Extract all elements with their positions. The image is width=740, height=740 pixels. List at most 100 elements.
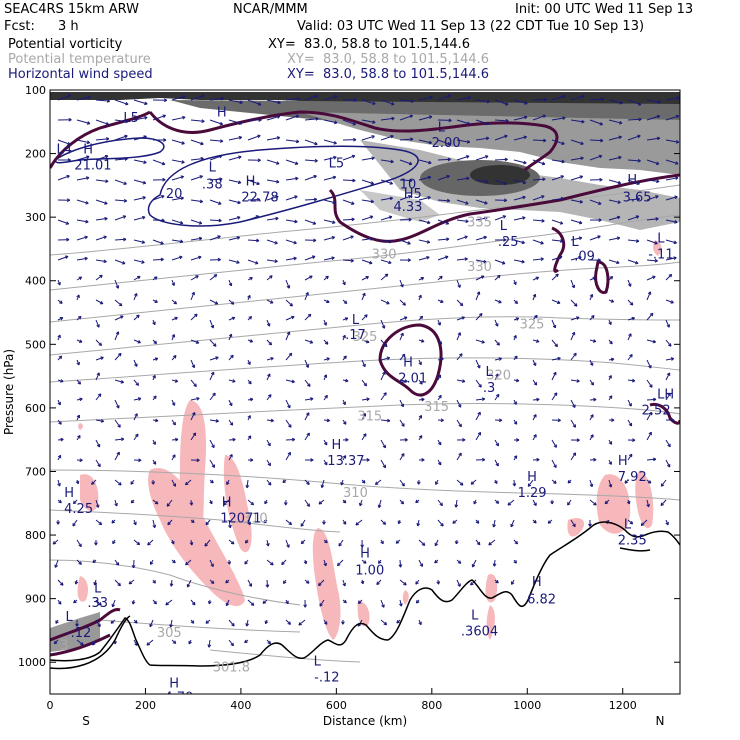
wind-arrow xyxy=(190,339,200,344)
wind-arrow xyxy=(665,372,671,381)
wind-arrow xyxy=(209,96,224,101)
wind-arrow xyxy=(380,159,394,164)
wind-arrow xyxy=(608,236,621,241)
wind-arrow xyxy=(456,96,471,101)
wind-arrow xyxy=(228,333,233,341)
wind-arrow xyxy=(589,293,594,301)
wind-arrow xyxy=(608,215,621,221)
wind-arrow xyxy=(342,334,346,341)
wind-arrow xyxy=(247,379,252,385)
wind-arrow xyxy=(494,238,507,242)
extremum-label: 10 xyxy=(400,178,417,193)
wind-arrow xyxy=(418,559,424,567)
wind-arrow xyxy=(360,539,365,548)
wind-arrow xyxy=(171,334,176,341)
wind-arrow xyxy=(646,499,650,508)
wind-arrow xyxy=(570,119,585,124)
wind-arrow xyxy=(228,215,241,221)
wind-arrow xyxy=(147,539,154,546)
wind-arrow xyxy=(475,359,481,369)
wind-arrow xyxy=(475,539,481,546)
wind-arrow xyxy=(209,235,221,241)
wind-arrow xyxy=(437,339,443,345)
theta-contour-label: 301.8 xyxy=(213,661,250,676)
wind-arrow xyxy=(357,599,363,605)
wind-arrow xyxy=(209,177,223,182)
wind-arrow xyxy=(76,379,82,385)
wind-arrow xyxy=(323,155,337,161)
wind-arrow xyxy=(532,97,548,102)
wind-arrow xyxy=(209,499,213,505)
wind-arrow xyxy=(437,139,451,146)
wind-arrow xyxy=(589,434,594,441)
wind-arrow xyxy=(665,176,679,181)
extremum-label: 3.65 xyxy=(623,190,652,205)
wind-arrow xyxy=(494,215,507,221)
wind-arrow xyxy=(247,579,252,587)
wind-arrow xyxy=(397,519,402,525)
wind-arrow xyxy=(282,479,287,483)
wind-arrow xyxy=(304,339,314,344)
wind-arrow xyxy=(57,158,71,162)
wind-arrow xyxy=(342,258,354,263)
wind-arrow xyxy=(342,154,356,161)
wind-arrow xyxy=(152,395,157,401)
wind-arrow xyxy=(247,118,262,122)
wind-arrow xyxy=(475,313,483,321)
wind-arrow xyxy=(54,559,59,568)
wind-arrow xyxy=(266,99,281,105)
extremum-label: L xyxy=(500,219,508,234)
wind-arrow xyxy=(532,276,540,281)
extremum-label: H xyxy=(83,143,93,158)
wind-arrow xyxy=(266,373,271,381)
wind-arrow xyxy=(247,397,254,402)
wind-arrow xyxy=(76,339,83,343)
extremum-label: L xyxy=(471,609,479,624)
wind-arrow xyxy=(53,639,59,645)
x-tick-label: 1200 xyxy=(609,699,637,712)
wind-arrow xyxy=(76,359,80,366)
wind-arrow xyxy=(361,119,376,124)
wind-arrow xyxy=(589,276,596,281)
wind-arrow xyxy=(114,237,127,242)
wind-arrow xyxy=(342,199,355,205)
wind-arrow xyxy=(646,258,658,263)
wind-arrow xyxy=(95,216,108,221)
wind-arrow xyxy=(110,619,116,624)
wind-arrow xyxy=(570,156,584,161)
wind-arrow xyxy=(57,419,62,425)
wind-arrow xyxy=(570,199,583,204)
wind-arrow xyxy=(282,579,287,584)
wind-arrow xyxy=(570,299,578,307)
wind-arrow xyxy=(55,619,59,624)
wind-arrow xyxy=(665,339,672,347)
wind-arrow xyxy=(95,439,101,448)
wind-arrow xyxy=(266,339,273,346)
wind-arrow xyxy=(475,275,485,281)
wind-arrow xyxy=(340,479,344,486)
wind-arrow xyxy=(57,399,61,406)
wind-arrow xyxy=(627,259,639,265)
wind-arrow xyxy=(513,438,520,442)
wind-arrow xyxy=(57,237,70,242)
wind-arrow xyxy=(190,156,204,161)
wind-arrow xyxy=(640,519,648,526)
wind-arrow xyxy=(228,236,241,241)
potential-temperature-contours xyxy=(50,184,680,663)
wind-arrow xyxy=(513,179,527,185)
extremum-label: -.12 xyxy=(66,626,91,641)
wind-arrow xyxy=(627,378,636,383)
field-xy-wind: XY= 83.0, 58.8 to 101.5,144.6 xyxy=(287,67,490,82)
wind-arrow xyxy=(95,179,109,184)
wind-arrow xyxy=(171,239,184,244)
x-tick-label: 800 xyxy=(421,699,442,712)
wind-arrow xyxy=(475,136,490,141)
wind-arrow xyxy=(342,98,358,102)
axes-layer: 100 200 300 400 500 600 700 800 900 1000 0 200 400 60… xyxy=(2,84,680,728)
extremum-label: .25 xyxy=(498,235,519,250)
wind-arrow xyxy=(418,539,426,546)
wind-arrow xyxy=(57,299,63,304)
wind-arrow xyxy=(570,438,580,442)
wind-arrow xyxy=(437,275,443,281)
wind-arrow xyxy=(608,418,615,422)
